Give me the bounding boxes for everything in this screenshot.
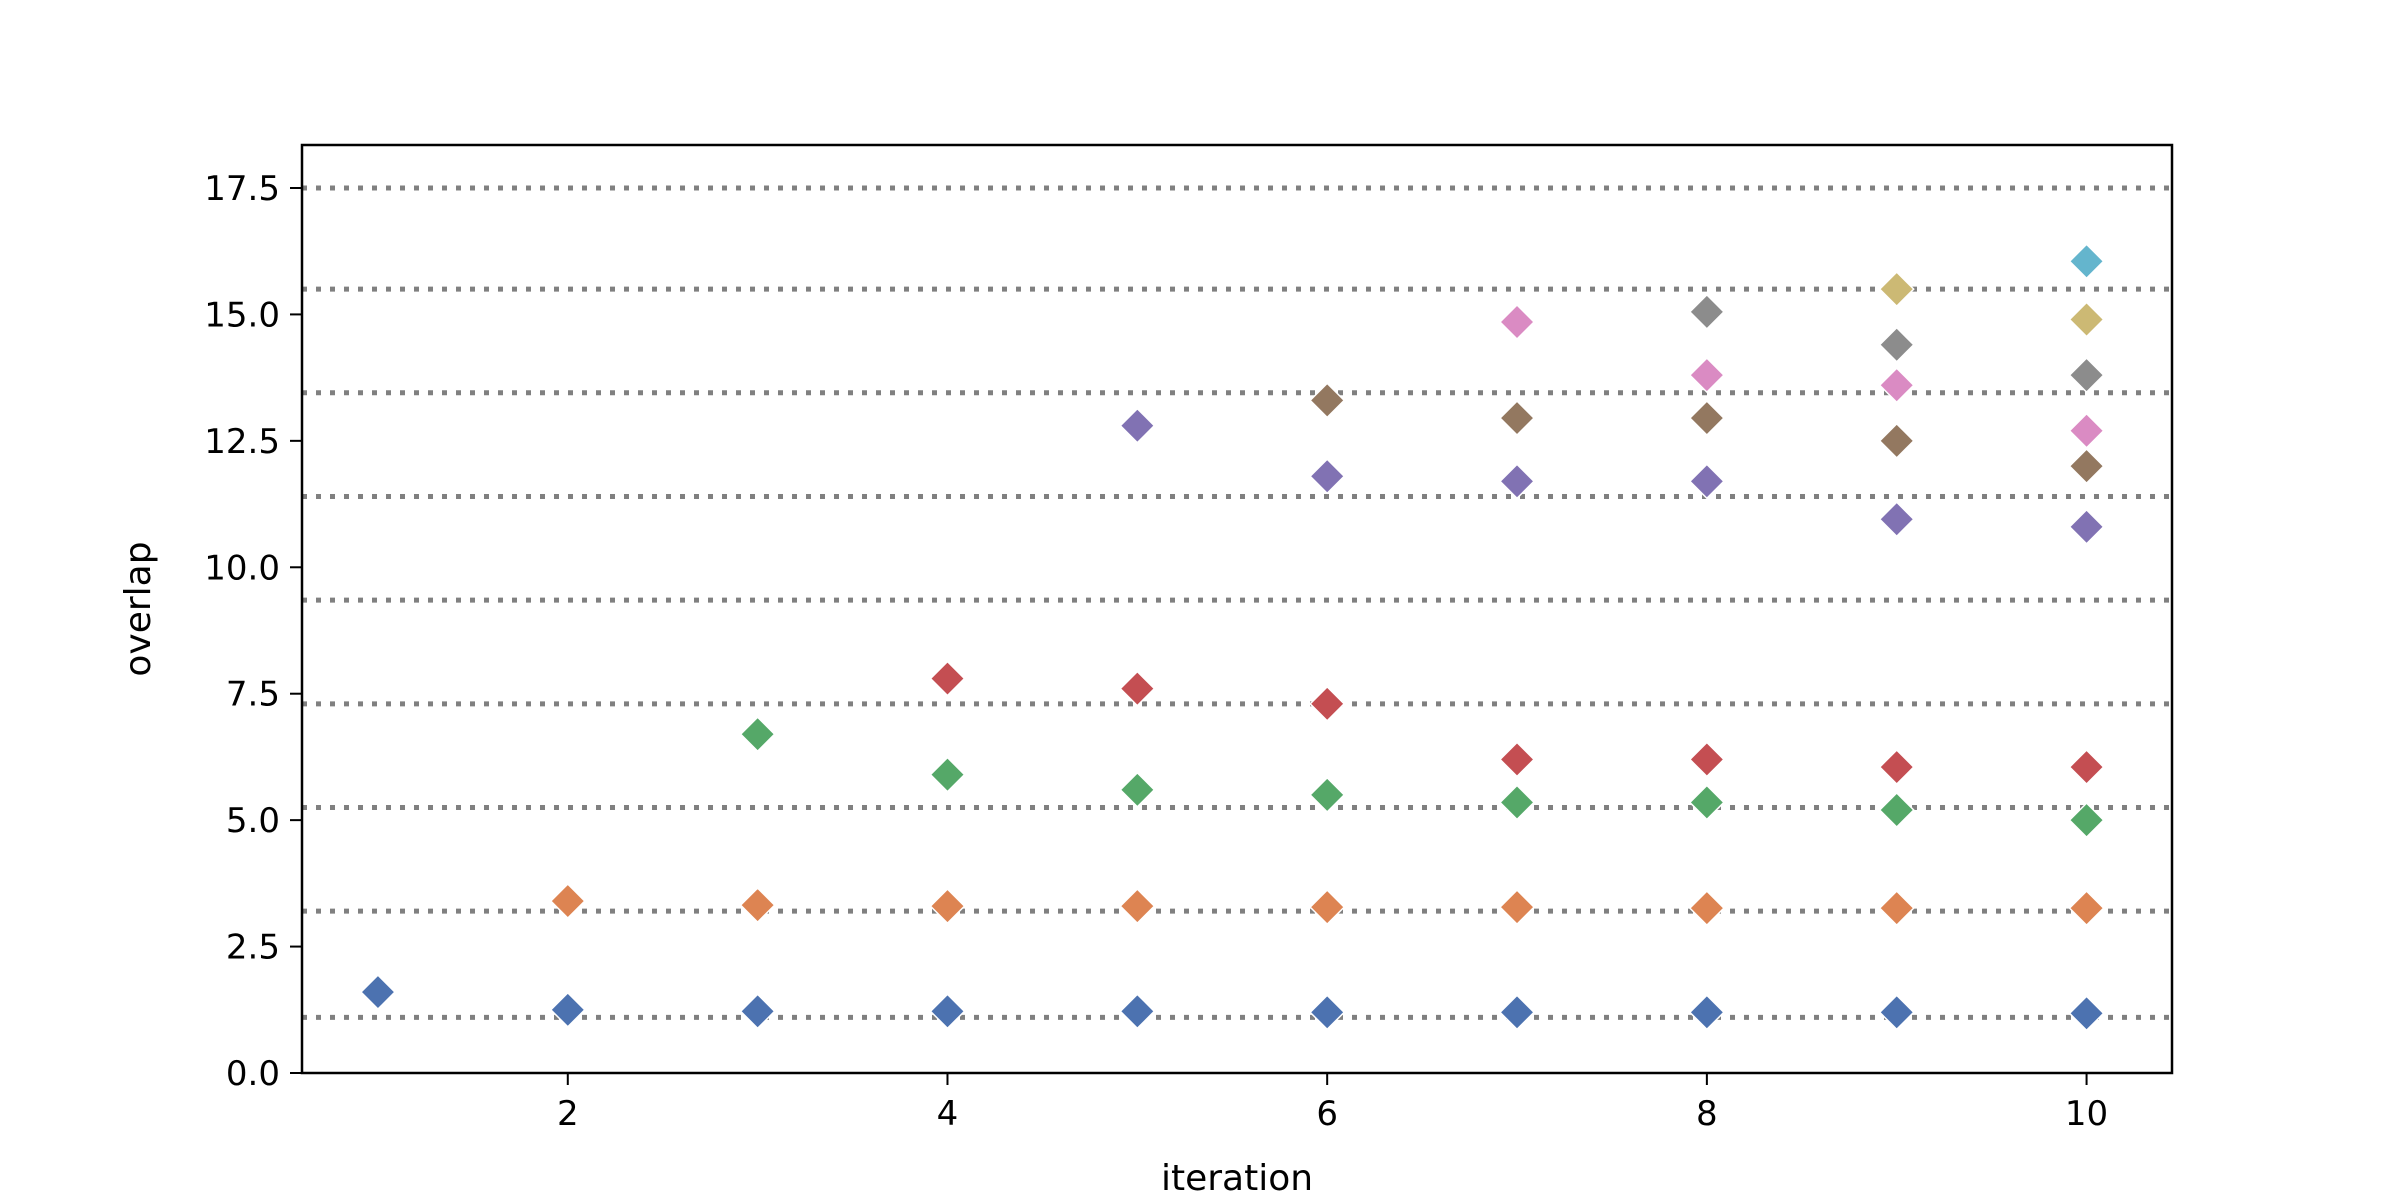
- data-point: [1498, 784, 1536, 821]
- data-point: [1309, 458, 1346, 495]
- reference-lines: [302, 185, 2172, 1020]
- data-point: [1878, 994, 1915, 1031]
- data-point: [739, 716, 776, 753]
- x-tick-label: 10: [2065, 1094, 2108, 1134]
- data-point: [1688, 784, 1725, 821]
- x-tick-label: 6: [1316, 1094, 1338, 1134]
- data-point: [1309, 382, 1346, 419]
- data-point: [1119, 888, 1156, 925]
- data-point: [1688, 357, 1725, 394]
- data-point: [1498, 994, 1536, 1031]
- data-point: [549, 991, 586, 1028]
- data-point: [1309, 776, 1346, 813]
- data-point: [1688, 293, 1725, 330]
- y-tick-label: 2.5: [226, 928, 280, 968]
- y-tick-label: 0.0: [226, 1054, 280, 1094]
- data-point: [2068, 301, 2105, 338]
- data-point: [1498, 400, 1536, 437]
- y-tick-label: 7.5: [226, 675, 280, 715]
- data-point: [2068, 995, 2105, 1032]
- data-point: [2068, 508, 2105, 545]
- y-axis-title: overlap: [118, 541, 159, 676]
- data-point: [1688, 741, 1725, 778]
- y-tick-label: 10.0: [204, 548, 280, 588]
- data-point: [1688, 994, 1725, 1031]
- data-point: [929, 756, 966, 793]
- data-point: [1119, 993, 1156, 1030]
- data-point: [739, 993, 776, 1030]
- data-point: [1688, 463, 1725, 500]
- data-point: [1878, 271, 1915, 308]
- data-point: [929, 888, 966, 925]
- data-point: [1498, 303, 1536, 341]
- y-tick-label: 5.0: [226, 801, 280, 841]
- plot-frame: [300, 143, 2174, 1075]
- data-points: [359, 243, 2105, 1032]
- data-point: [2068, 802, 2105, 839]
- data-point: [1688, 890, 1725, 927]
- y-tick-label: 17.5: [204, 169, 280, 209]
- data-point: [1119, 407, 1156, 444]
- x-tick-label: 8: [1696, 1094, 1718, 1134]
- y-tick-label: 15.0: [204, 295, 280, 335]
- data-point: [1309, 994, 1346, 1031]
- data-point: [1878, 748, 1915, 786]
- data-point: [1498, 889, 1536, 926]
- data-point: [2068, 243, 2105, 280]
- data-point: [1119, 670, 1156, 707]
- data-point: [1119, 771, 1156, 808]
- data-point: [1498, 741, 1536, 778]
- data-point: [929, 993, 966, 1030]
- data-point: [1878, 791, 1915, 829]
- x-axis-title: iteration: [1161, 1158, 1313, 1199]
- data-point: [2068, 890, 2105, 927]
- data-point: [1309, 685, 1346, 722]
- data-point: [549, 882, 586, 920]
- data-point: [1688, 400, 1725, 437]
- data-point: [2068, 748, 2105, 786]
- data-point: [1878, 326, 1915, 363]
- x-tick-label: 4: [937, 1094, 959, 1134]
- data-point: [2068, 448, 2105, 485]
- data-point: [2068, 412, 2105, 449]
- data-point: [929, 660, 966, 697]
- data-point: [1878, 890, 1915, 927]
- data-point: [1309, 889, 1346, 926]
- data-point: [2068, 357, 2105, 394]
- y-axis: 0.0 2.5 5.0 7.5 10.0 12.5 15.0 17.5: [204, 169, 302, 1094]
- y-tick-label: 12.5: [204, 422, 280, 462]
- x-tick-label: 2: [557, 1094, 579, 1134]
- data-point: [739, 887, 776, 924]
- x-axis: 2 4 6 8 10: [557, 1073, 2108, 1134]
- data-point: [359, 974, 396, 1011]
- data-point: [1878, 501, 1915, 538]
- data-point: [1878, 422, 1915, 459]
- data-point: [1878, 367, 1915, 404]
- data-point: [1498, 463, 1536, 500]
